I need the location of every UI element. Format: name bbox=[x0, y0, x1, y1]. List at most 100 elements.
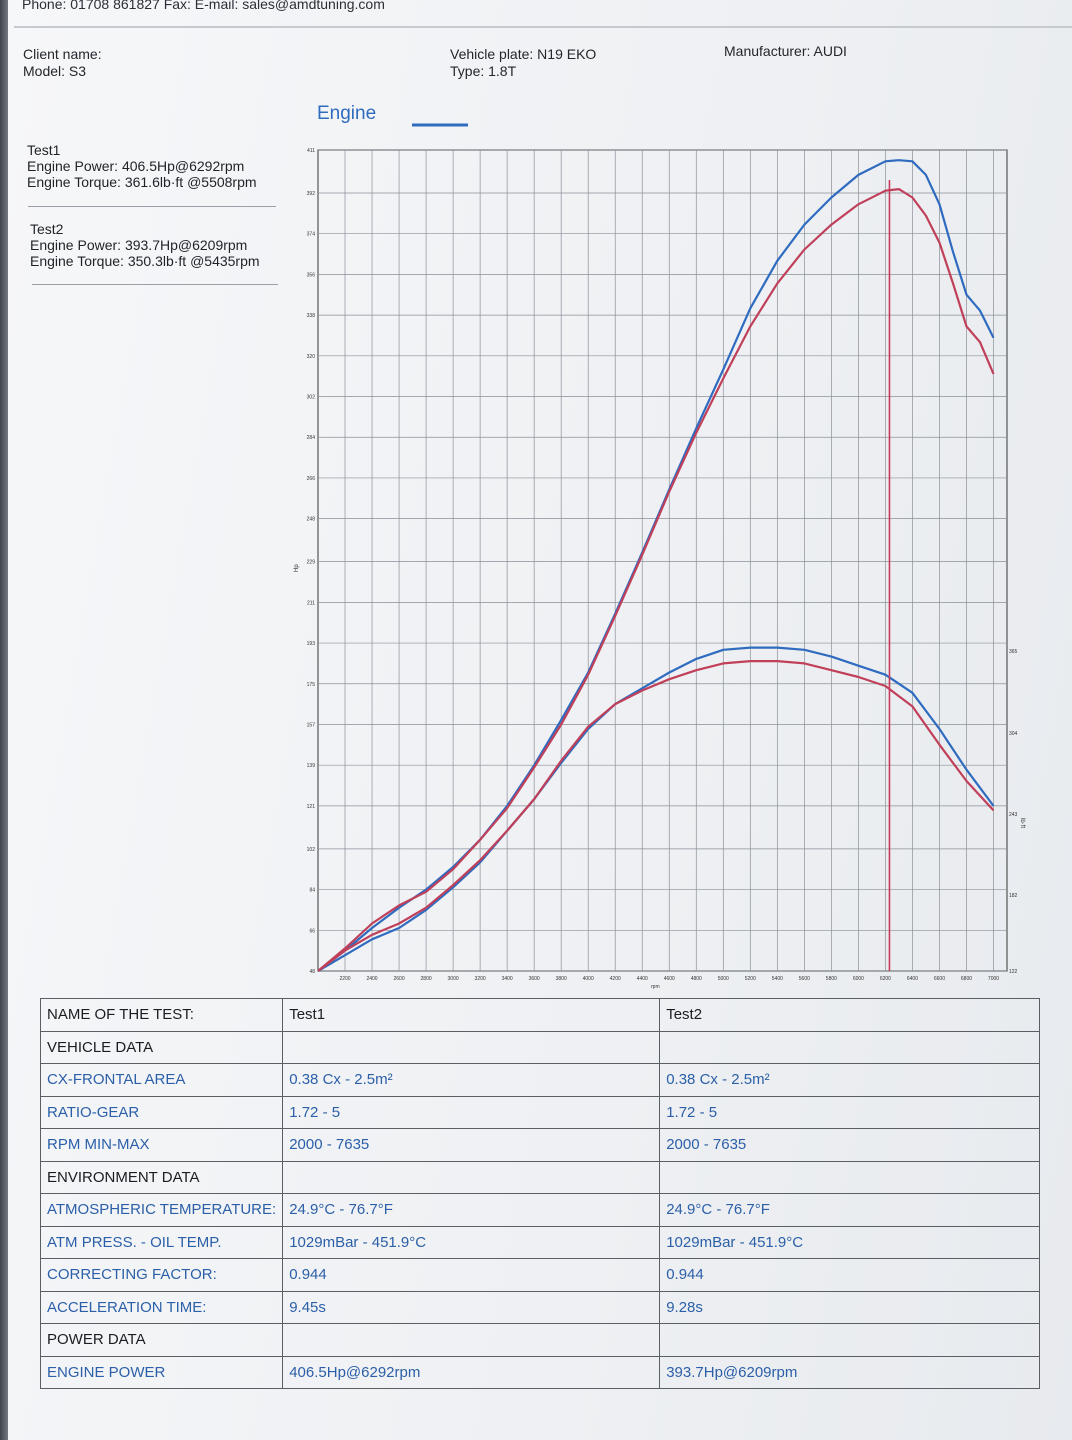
y-tick-label: 157 bbox=[307, 722, 316, 728]
contact-divider bbox=[14, 26, 1072, 28]
table-row: ACCELERATION TIME: 9.45s 9.28s bbox=[39, 1290, 1040, 1324]
chart-title: Engine bbox=[317, 103, 376, 124]
x-axis-label: rpm bbox=[651, 984, 660, 990]
test2-name: Test2 bbox=[30, 221, 64, 237]
y2-tick-label: 304 bbox=[1009, 731, 1018, 737]
vehicle-type: Type: 1.8T bbox=[450, 63, 517, 79]
row-test1-value bbox=[282, 1160, 661, 1194]
test2-power: Engine Power: 393.7Hp@6209rpm bbox=[30, 237, 248, 253]
y-tick-label: 121 bbox=[307, 804, 316, 810]
x-tick-label: 2200 bbox=[339, 976, 350, 982]
x-tick-label: 5600 bbox=[799, 976, 810, 982]
table-row: ATMOSPHERIC TEMPERATURE: 24.9°C - 76.7°F 2… bbox=[39, 1193, 1040, 1227]
header-label: NAME OF THE TEST: bbox=[39, 998, 284, 1032]
test1-summary: Test1 Engine Power: 406.5Hp@6292rpm Engi… bbox=[27, 142, 257, 190]
header-test1: Test1 bbox=[282, 998, 661, 1032]
row-test1-value: 0.944 bbox=[282, 1258, 661, 1292]
y-tick-label: 193 bbox=[307, 641, 316, 647]
x-tick-label: 5200 bbox=[745, 976, 756, 982]
x-tick-label: 4000 bbox=[583, 976, 594, 982]
table-row: POWER DATA bbox=[39, 1323, 1040, 1357]
y-tick-label: 302 bbox=[307, 395, 316, 401]
y-tick-label: 84 bbox=[309, 888, 315, 894]
test1-torque: Engine Torque: 361.6lb·ft @5508rpm bbox=[27, 174, 257, 190]
y-tick-label: 284 bbox=[307, 435, 316, 441]
row-test2-value bbox=[659, 1160, 1040, 1194]
row-test2-value: 393.7Hp@6209rpm bbox=[659, 1355, 1040, 1389]
chart-grid bbox=[317, 149, 1008, 972]
client-info: Client name: Model: S3 bbox=[23, 46, 102, 80]
row-test2-value: 24.9°C - 76.7°F bbox=[659, 1193, 1040, 1227]
row-label: CX-FRONTAL AREA bbox=[39, 1063, 284, 1097]
vehicle-info: Vehicle plate: N19 EKO Type: 1.8T bbox=[450, 46, 596, 80]
results-table: NAME OF THE TEST: Test1 Test2 VEHICLE DA… bbox=[39, 998, 1040, 1389]
x-tick-label: 2800 bbox=[421, 976, 432, 982]
test1-power-line bbox=[317, 159, 995, 972]
x-tick-label: 2400 bbox=[366, 976, 377, 982]
row-label: CORRECTING FACTOR: bbox=[39, 1258, 284, 1292]
row-test2-value: 1.72 - 5 bbox=[659, 1095, 1040, 1129]
y-tick-label: 374 bbox=[307, 232, 316, 238]
row-label: ACCELERATION TIME: bbox=[39, 1290, 284, 1324]
row-test1-value bbox=[282, 1030, 661, 1064]
row-label: ENVIRONMENT DATA bbox=[39, 1160, 284, 1194]
x-tick-label: 6400 bbox=[907, 976, 918, 982]
table-row: ENGINE POWER 406.5Hp@6292rpm 393.7Hp@6209r… bbox=[39, 1355, 1040, 1389]
y2-tick-label: 243 bbox=[1009, 812, 1018, 818]
table-row: RPM MIN-MAX 2000 - 7635 2000 - 7635 bbox=[39, 1128, 1040, 1162]
table-row: VEHICLE DATA bbox=[39, 1030, 1040, 1064]
row-label: RATIO-GEAR bbox=[39, 1095, 284, 1129]
vehicle-plate: Vehicle plate: N19 EKO bbox=[450, 46, 597, 62]
y-tick-label: 356 bbox=[307, 272, 316, 278]
test2-power-line bbox=[317, 188, 995, 972]
table-row: CORRECTING FACTOR: 0.944 0.944 bbox=[39, 1258, 1040, 1292]
x-tick-label: 6600 bbox=[934, 976, 945, 982]
x-tick-label: 4400 bbox=[637, 976, 648, 982]
y-tick-label: 338 bbox=[307, 313, 316, 319]
y-axis-label: Hp bbox=[294, 564, 300, 572]
row-label: VEHICLE DATA bbox=[39, 1030, 284, 1064]
x-tick-label: 6800 bbox=[961, 976, 972, 982]
x-tick-label: 6000 bbox=[853, 976, 864, 982]
y-tick-label: 48 bbox=[309, 969, 315, 975]
x-tick-label: 7000 bbox=[988, 976, 999, 982]
y-tick-label: 229 bbox=[307, 560, 316, 566]
test1-torque-line bbox=[317, 646, 995, 972]
y-tick-label: 392 bbox=[307, 191, 316, 197]
x-tick-label: 2600 bbox=[393, 976, 404, 982]
chart-series bbox=[317, 159, 995, 972]
row-label: RPM MIN-MAX bbox=[39, 1128, 284, 1162]
row-label: ATM PRESS. - OIL TEMP. bbox=[39, 1225, 284, 1259]
x-tick-label: 4200 bbox=[610, 976, 621, 982]
row-test1-value: 24.9°C - 76.7°F bbox=[282, 1193, 661, 1227]
y2-axis-label: lb·ft bbox=[1019, 818, 1025, 828]
y-tick-label: 66 bbox=[309, 928, 315, 934]
client-name: Client name: bbox=[23, 46, 102, 62]
row-test1-value: 1029mBar - 451.9°C bbox=[282, 1225, 661, 1259]
test2-torque-line bbox=[317, 660, 995, 972]
row-test1-value: 9.45s bbox=[282, 1290, 661, 1324]
test2-summary: Test2 Engine Power: 393.7Hp@6209rpm Engi… bbox=[30, 221, 260, 269]
dyno-chart: Engine 48 66 84 102 121 139 157 175 193 211 229 248… bbox=[294, 103, 1025, 990]
contact-line: Phone: 01708 861827 Fax: E-mail: sales@a… bbox=[22, 0, 385, 12]
x-tick-label: 4600 bbox=[664, 976, 675, 982]
row-test2-value: 2000 - 7635 bbox=[659, 1128, 1040, 1162]
test2-divider bbox=[32, 284, 278, 285]
y2-tick-label: 122 bbox=[1009, 969, 1018, 975]
table-row: ATM PRESS. - OIL TEMP. 1029mBar - 451.9°C… bbox=[39, 1225, 1040, 1259]
table-row: CX-FRONTAL AREA 0.38 Cx - 2.5m² 0.38 Cx - … bbox=[39, 1063, 1040, 1097]
plot-frame bbox=[317, 149, 1008, 972]
row-test1-value: 1.72 - 5 bbox=[282, 1095, 661, 1129]
y-tick-label: 266 bbox=[307, 476, 316, 482]
x-tick-label: 3800 bbox=[556, 976, 567, 982]
y2-tick-label: 182 bbox=[1009, 893, 1018, 899]
x-tick-label: 5800 bbox=[826, 976, 837, 982]
table-row: ENVIRONMENT DATA bbox=[39, 1160, 1040, 1194]
y2-tick-label: 365 bbox=[1009, 649, 1018, 655]
row-test2-value: 9.28s bbox=[659, 1290, 1040, 1324]
row-test2-value bbox=[659, 1323, 1040, 1357]
y-tick-label: 175 bbox=[307, 682, 316, 688]
row-label: ENGINE POWER bbox=[39, 1355, 284, 1389]
results-table-body: NAME OF THE TEST: Test1 Test2 VEHICLE DA… bbox=[39, 998, 1040, 1389]
row-test1-value: 0.38 Cx - 2.5m² bbox=[282, 1063, 661, 1097]
